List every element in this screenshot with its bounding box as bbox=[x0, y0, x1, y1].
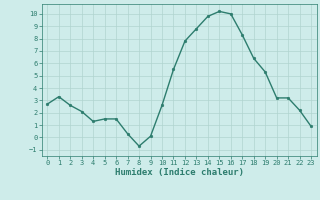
X-axis label: Humidex (Indice chaleur): Humidex (Indice chaleur) bbox=[115, 168, 244, 177]
